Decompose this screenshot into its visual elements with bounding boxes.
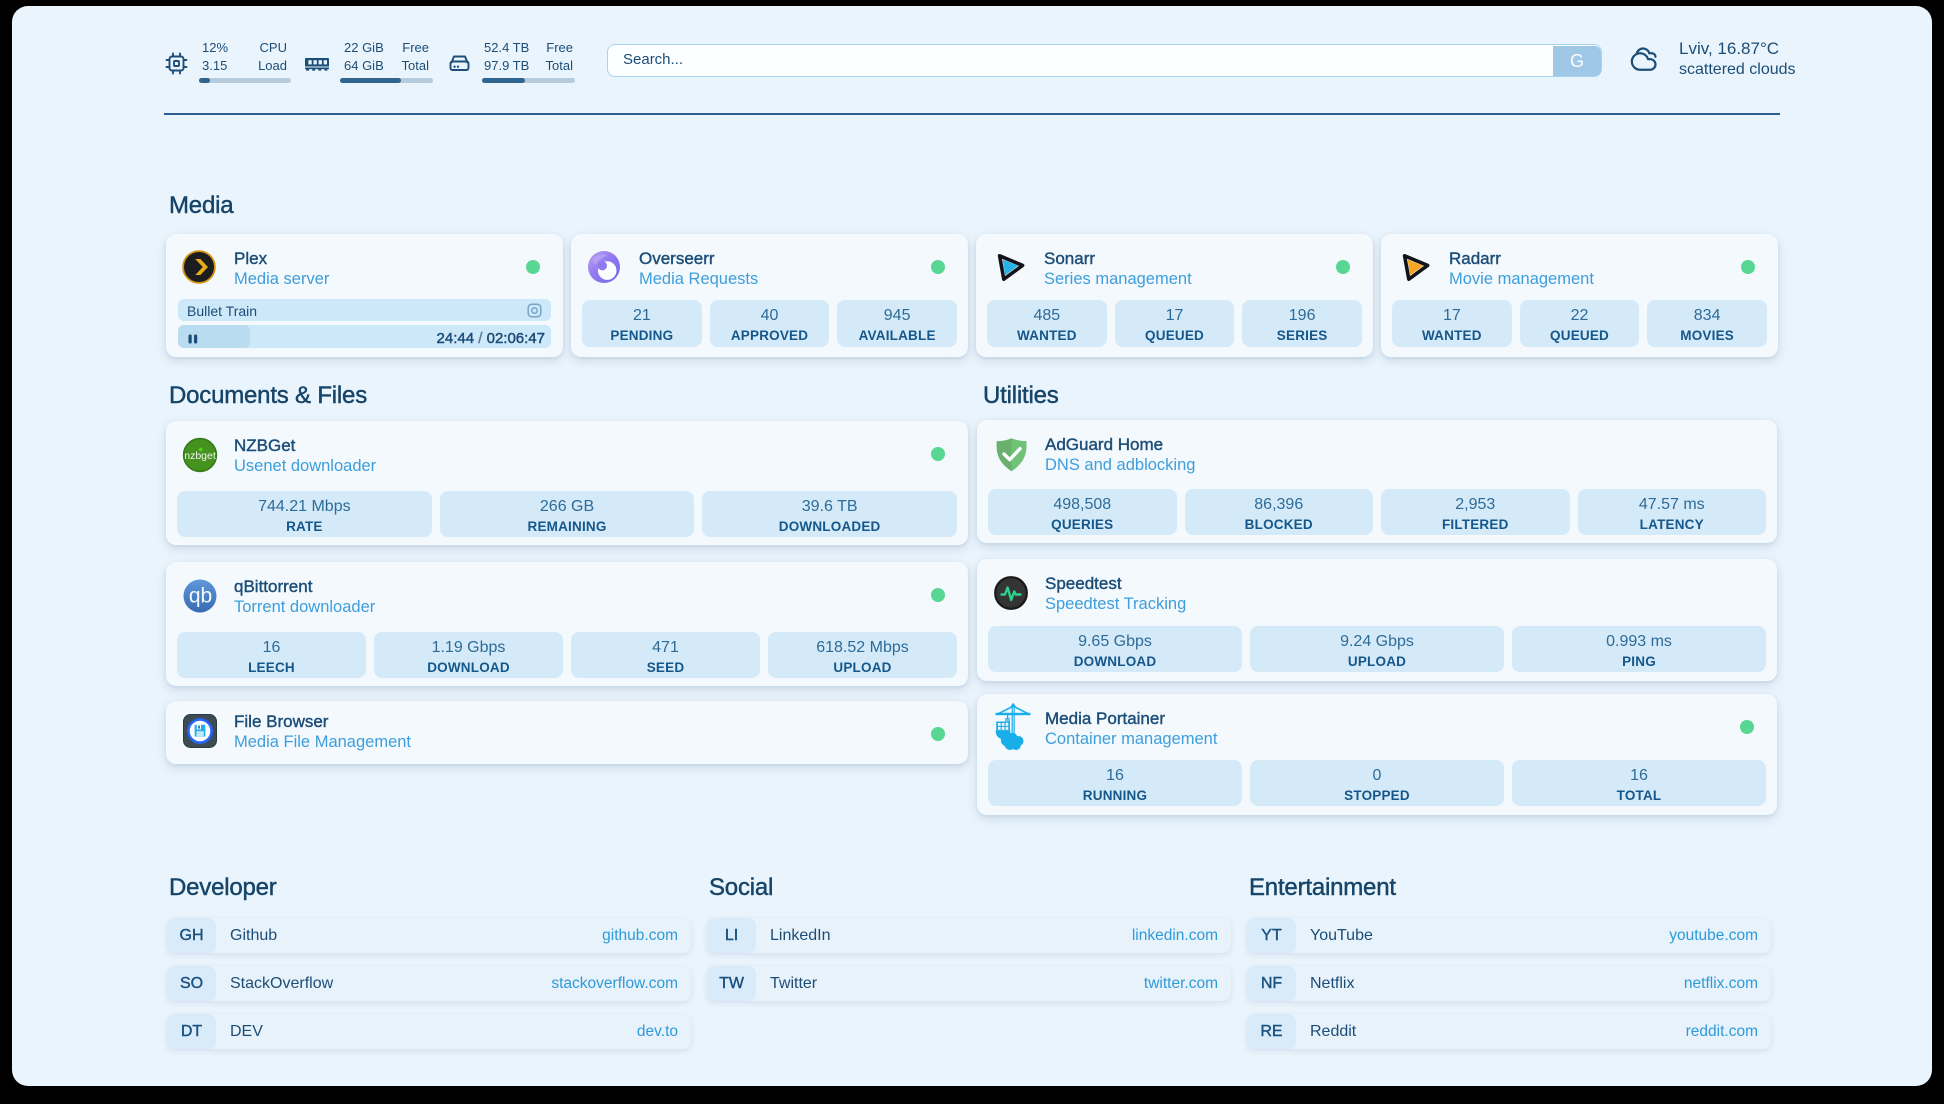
svg-text:nzbget: nzbget (184, 450, 216, 462)
svg-text:qb: qb (189, 585, 212, 608)
